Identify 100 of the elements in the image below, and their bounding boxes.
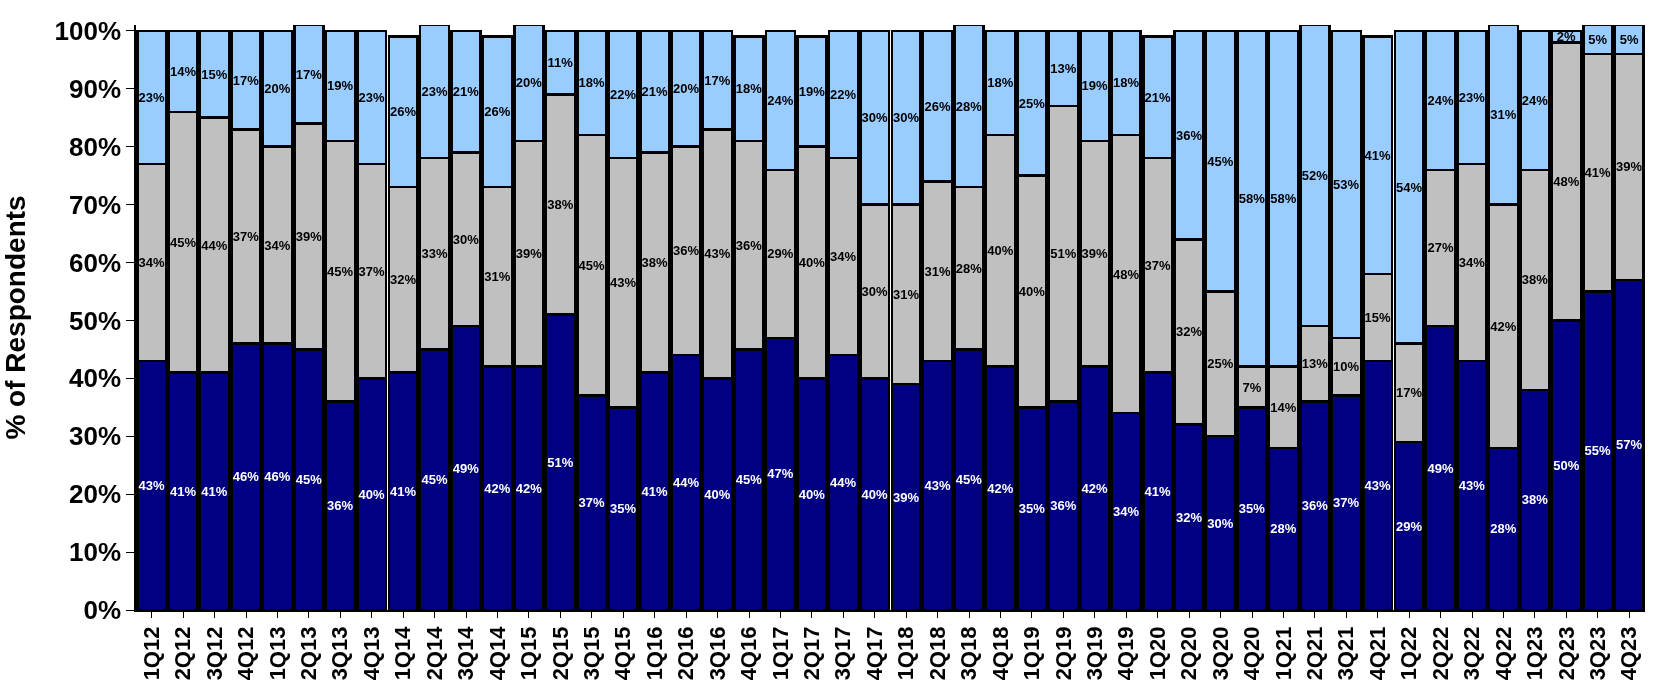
data-label: 34% <box>1113 504 1140 520</box>
data-label: 21% <box>1144 89 1171 105</box>
data-label: 18% <box>987 75 1014 91</box>
x-tick-label: 3Q14 <box>453 625 479 681</box>
data-label: 36% <box>672 243 700 259</box>
x-tick-label: 2Q20 <box>1176 626 1202 681</box>
data-label: 30% <box>892 110 920 126</box>
data-label: 19% <box>798 84 826 100</box>
data-label: 34% <box>264 237 291 253</box>
data-label: 40% <box>798 486 826 502</box>
x-tick-label: 1Q13 <box>264 626 290 681</box>
data-label: 26% <box>389 104 417 120</box>
data-label: 43% <box>924 477 951 493</box>
x-tick-label: 2Q19 <box>1050 626 1076 681</box>
y-tick-label: 100% <box>54 15 122 46</box>
data-label: 5% <box>1619 31 1639 47</box>
data-label: 15% <box>201 66 228 82</box>
data-label: 42% <box>515 480 543 496</box>
data-label: 14% <box>169 63 197 79</box>
data-label: 22% <box>830 87 857 102</box>
data-label: 23% <box>138 89 165 105</box>
data-label: 5% <box>1588 31 1608 47</box>
data-label: 45% <box>169 234 197 250</box>
data-label: 18% <box>735 81 763 97</box>
data-label: 45% <box>295 472 323 488</box>
data-label: 45% <box>735 472 763 488</box>
data-label: 39% <box>1081 246 1109 262</box>
data-label: 19% <box>327 78 354 94</box>
y-tick-label: 30% <box>69 421 122 452</box>
x-tick-label: 4Q15 <box>610 626 636 681</box>
data-label: 18% <box>578 75 606 91</box>
data-label: 58% <box>1238 191 1266 207</box>
data-label: 48% <box>1553 173 1580 189</box>
data-label: 49% <box>452 460 480 476</box>
data-label: 28% <box>1490 521 1517 537</box>
x-tick-label: 1Q12 <box>138 626 164 681</box>
data-label: 30% <box>861 283 889 299</box>
x-tick-label: 2Q12 <box>170 626 196 681</box>
data-label: 14% <box>1270 399 1297 415</box>
data-label: 36% <box>1175 127 1203 143</box>
x-tick-label: 3Q12 <box>201 626 227 681</box>
data-label: 45% <box>955 472 983 488</box>
data-label: 37% <box>1333 495 1360 511</box>
data-label: 20% <box>264 81 291 97</box>
data-label: 30% <box>452 231 480 247</box>
x-tick-label: 3Q18 <box>956 626 982 681</box>
y-tick-label: 10% <box>69 537 122 568</box>
data-label: 11% <box>547 55 574 71</box>
data-label: 24% <box>767 92 794 108</box>
data-label: 43% <box>1458 477 1486 493</box>
y-tick-label: 50% <box>69 305 122 336</box>
data-label: 40% <box>358 486 386 502</box>
y-tick-label: 70% <box>69 189 122 220</box>
y-tick-label: 60% <box>69 247 122 278</box>
data-label: 37% <box>358 263 386 279</box>
x-tick-label: 4Q21 <box>1364 626 1390 681</box>
x-tick-label: 1Q22 <box>1396 626 1422 681</box>
data-label: 39% <box>295 228 323 244</box>
data-label: 20% <box>515 75 543 91</box>
data-label: 45% <box>421 472 448 488</box>
data-label: 21% <box>641 84 668 100</box>
data-label: 46% <box>232 469 260 485</box>
x-tick-label: 1Q15 <box>516 626 542 681</box>
x-tick-label: 1Q14 <box>390 625 416 681</box>
x-tick-label: 2Q13 <box>296 626 322 681</box>
x-tick-label: 4Q14 <box>484 625 510 681</box>
x-tick-label: 3Q23 <box>1584 626 1610 681</box>
data-label: 42% <box>987 480 1014 496</box>
data-label: 44% <box>672 475 700 491</box>
data-label: 28% <box>955 260 983 276</box>
data-label: 45% <box>578 257 606 273</box>
x-tick-label: 1Q21 <box>1270 626 1296 681</box>
data-label: 42% <box>1081 480 1109 496</box>
x-tick-label: 4Q16 <box>736 626 762 681</box>
data-label: 58% <box>1270 191 1297 207</box>
data-label: 23% <box>1458 89 1486 105</box>
x-tick-label: 3Q13 <box>327 626 353 681</box>
data-label: 17% <box>1395 385 1423 401</box>
data-label: 43% <box>138 477 165 493</box>
data-label: 44% <box>201 237 228 253</box>
data-label: 29% <box>1395 518 1423 534</box>
data-label: 28% <box>1270 521 1297 537</box>
y-tick-label: 20% <box>69 479 122 510</box>
data-label: 51% <box>547 454 574 470</box>
data-label: 35% <box>1018 501 1046 517</box>
data-label: 23% <box>358 89 386 105</box>
y-tick-label: 90% <box>69 73 122 104</box>
data-label: 40% <box>1018 283 1046 299</box>
data-label: 36% <box>327 498 354 514</box>
x-tick-label: 2Q15 <box>547 626 573 681</box>
x-tick-label: 4Q12 <box>233 626 259 681</box>
data-label: 36% <box>1301 498 1329 514</box>
data-label: 36% <box>1050 498 1077 514</box>
data-label: 32% <box>389 272 417 288</box>
data-label: 31% <box>1490 107 1517 123</box>
data-label: 40% <box>704 486 731 502</box>
data-label: 45% <box>327 263 354 279</box>
data-label: 24% <box>1521 92 1549 108</box>
x-tick-label: 2Q22 <box>1427 626 1453 681</box>
data-label: 29% <box>767 246 794 262</box>
